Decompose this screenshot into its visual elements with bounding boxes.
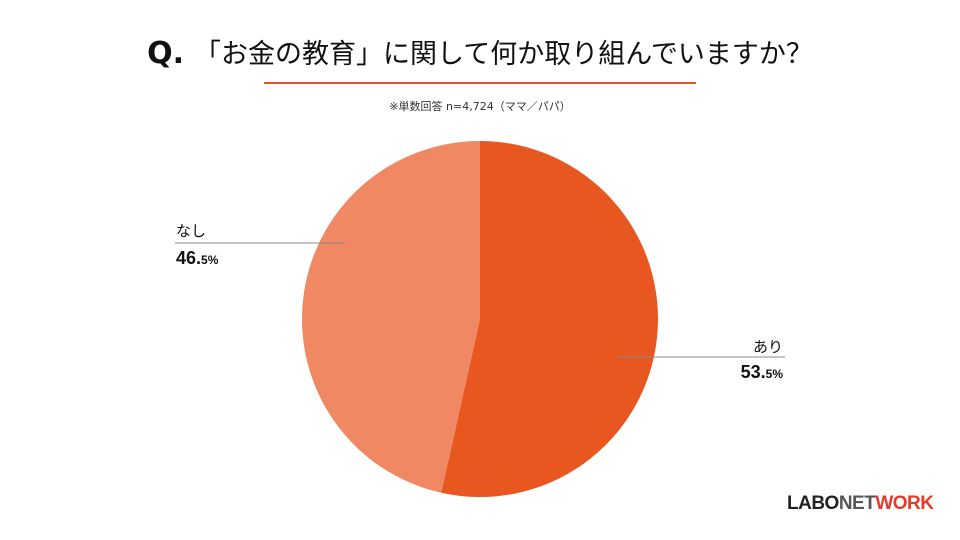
slice-label-ari: あり [753,338,783,356]
chart-title: Q. 「お金の教育」に関して何か取り組んでいますか？ [0,34,960,75]
slice-value-ari: 53.5% [741,362,784,382]
question-marker: Q. [147,36,185,71]
slice-label-nashi: なし [176,222,206,240]
labo-network-logo: LABONETWORK [787,493,934,514]
pie-slice-1 [301,141,480,493]
slice-value-nashi: 46.5% [176,248,219,268]
pie-slices [301,141,658,497]
title-underline [264,82,696,84]
question-text: 「お金の教育」に関して何か取り組んでいますか？ [194,39,813,70]
sample-note: ※単数回答 n=4,724（ママ／パパ） [389,100,571,113]
pie-slice-0 [441,141,658,497]
